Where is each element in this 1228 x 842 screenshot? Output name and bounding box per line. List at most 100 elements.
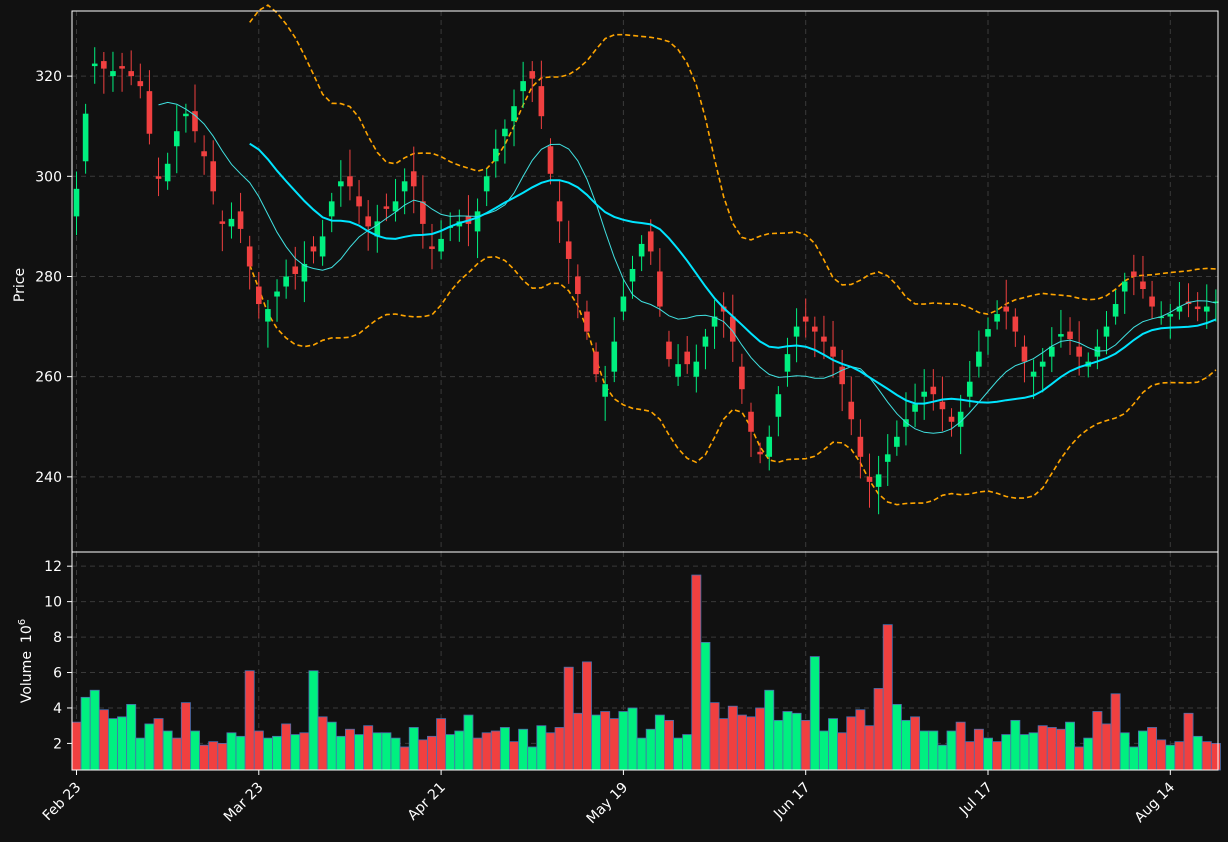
candle-body-107	[1049, 346, 1055, 357]
candle-body-109	[1067, 331, 1073, 340]
price-panel: 240 260 280 300 320 Price	[12, 4, 1219, 553]
volume-bar-118	[1147, 727, 1158, 771]
candle-body-102	[1003, 306, 1010, 312]
candle-body-21	[265, 309, 271, 322]
volume-bar-58	[600, 711, 611, 771]
volume-bar-16	[217, 743, 228, 771]
volume-tick-label-3: 8	[53, 630, 62, 646]
volume-bar-11	[171, 737, 182, 771]
candle-body-7	[137, 81, 144, 87]
candle-body-59	[611, 341, 618, 372]
volume-bar-0	[71, 721, 82, 771]
candle-body-67	[684, 351, 691, 365]
volume-bar-20	[253, 730, 264, 771]
candle-body-29	[338, 181, 344, 187]
volume-bar-6	[126, 704, 137, 771]
candle-body-97	[957, 411, 964, 427]
candle-body-75	[757, 451, 763, 455]
volume-bar-74	[746, 716, 756, 771]
volume-bar-82	[818, 730, 829, 771]
volume-bar-37	[408, 727, 419, 771]
volume-bar-25	[299, 732, 310, 771]
volume-bar-14	[199, 744, 210, 771]
volume-label-text: Volume	[19, 651, 35, 703]
candle-body-48	[511, 106, 517, 122]
price-tick-label-1: 260	[35, 370, 62, 386]
candle-body-77	[775, 394, 782, 417]
candle-body-38	[420, 201, 426, 224]
candle-body-94	[930, 386, 937, 395]
volume-bar-17	[226, 732, 237, 771]
volume-bar-90	[891, 704, 902, 771]
volume-bar-77	[773, 719, 784, 771]
candle-body-84	[839, 366, 845, 385]
volume-bar-109	[1065, 721, 1075, 771]
candle-body-5	[119, 66, 125, 69]
volume-bar-95	[937, 744, 948, 771]
candle-body-32	[365, 216, 371, 227]
volume-bar-35	[390, 737, 401, 771]
volume-bar-69	[700, 641, 711, 771]
candle-body-65	[666, 341, 672, 360]
volume-bar-49	[518, 728, 529, 771]
candle-body-30	[347, 176, 353, 187]
volume-bar-5	[117, 716, 128, 771]
volume-bar-63	[645, 728, 656, 771]
volume-tick-label-4: 10	[44, 595, 62, 611]
candle-body-37	[410, 171, 417, 187]
candle-body-85	[848, 401, 855, 420]
volume-bar-86	[855, 709, 866, 771]
volume-bar-76	[764, 689, 775, 771]
candle-body-69	[702, 336, 709, 347]
volume-bar-28	[326, 721, 337, 771]
candle-body-118	[1149, 296, 1155, 307]
volume-bar-18	[235, 735, 246, 771]
volume-bar-73	[736, 714, 747, 771]
candle-body-105	[1030, 371, 1037, 377]
candle-body-101	[994, 314, 1000, 322]
candle-body-89	[884, 454, 891, 462]
volume-bar-78	[782, 711, 793, 771]
price-axis-label: Price	[12, 268, 28, 302]
bollinger-bands	[248, 4, 1217, 506]
volume-bar-33	[372, 732, 383, 771]
candle-body-35	[392, 201, 399, 212]
volume-bar-64	[654, 714, 665, 771]
candle-body-22	[274, 291, 280, 297]
candle-body-36	[401, 181, 408, 192]
volume-bar-114	[1110, 693, 1121, 771]
volume-bar-68	[691, 574, 702, 771]
volume-bar-42	[454, 730, 465, 771]
candle-body-34	[383, 206, 390, 209]
candle-body-113	[1103, 326, 1110, 337]
candle-body-82	[821, 336, 827, 342]
candle-body-86	[857, 436, 864, 457]
candle-body-54	[565, 241, 572, 259]
candle-body-76	[766, 436, 773, 457]
candle-body-8	[146, 91, 153, 134]
volume-bar-13	[190, 730, 200, 771]
volume-bar-24	[290, 734, 301, 771]
candle-body-103	[1012, 316, 1019, 332]
volume-axis-label: Volume 106	[17, 619, 35, 703]
volume-tick-label-0: 2	[53, 736, 62, 752]
candle-body-63	[647, 231, 654, 252]
candle-body-119	[1158, 316, 1164, 319]
volume-bar-21	[262, 737, 273, 771]
volume-bar-79	[791, 712, 802, 771]
candle-body-55	[575, 276, 581, 295]
candlesticks	[73, 47, 1219, 515]
volume-bar-91	[901, 719, 911, 771]
candle-body-3	[101, 61, 107, 69]
volume-bar-32	[363, 725, 374, 771]
volume-bar-107	[1046, 727, 1057, 771]
upper-band-line	[249, 4, 1216, 316]
candle-body-74	[748, 411, 754, 432]
candle-body-17	[228, 218, 235, 227]
volume-label-base: 10	[19, 625, 35, 643]
candle-body-53	[556, 201, 563, 222]
volume-bar-52	[545, 732, 556, 771]
candle-body-40	[438, 238, 444, 252]
